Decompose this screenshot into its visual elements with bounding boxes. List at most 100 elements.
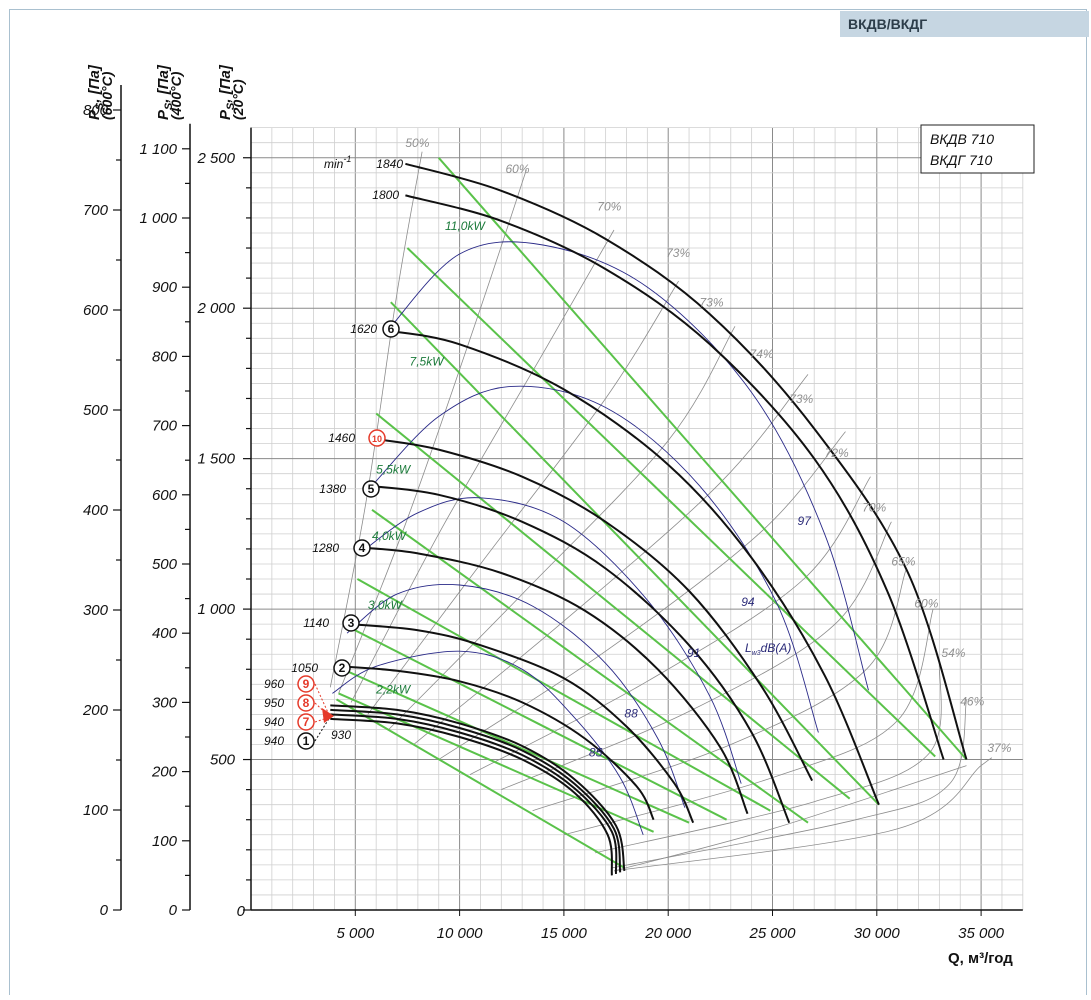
fan-curve-1380: [367, 484, 791, 824]
curve-marker-number: 7: [303, 715, 310, 729]
y-axis-temp: (20°C): [230, 79, 246, 120]
rpm-label-940: 940: [264, 734, 284, 748]
rpm-label-950: 950: [264, 696, 284, 710]
curve-marker: [297, 675, 315, 693]
curve-marker: [362, 480, 380, 498]
efficiency-label: 50%: [405, 136, 429, 150]
efficiency-line: [501, 521, 892, 790]
power-line: [406, 247, 936, 758]
noise-label: 94: [741, 595, 755, 609]
y-tick-label: 400: [152, 625, 178, 642]
x-tick-label: 5 000: [337, 925, 375, 942]
efficiency-line: [350, 229, 615, 703]
fan-curve-950: [330, 708, 622, 873]
efficiency-label: 46%: [960, 694, 984, 708]
fan-curve-1800: [405, 194, 945, 760]
efficiency-label: 74%: [750, 347, 774, 361]
noise-lines: [332, 241, 869, 835]
y-tick-label: 2 000: [196, 300, 235, 317]
efficiency-label: 60%: [914, 597, 938, 611]
rpm-label-1840: 1840: [376, 157, 403, 171]
axes: 5 000 10 000 15 000 20 000 25 000 30 000 35 00…: [82, 64, 1023, 942]
efficiency-line: [367, 280, 679, 715]
grid: [250, 127, 1024, 911]
noise-label: 85: [589, 746, 603, 760]
power-line: [338, 692, 655, 833]
efficiency-line: [438, 431, 846, 760]
efficiency-label: 73%: [789, 392, 813, 406]
curve-marker: [382, 320, 400, 338]
y-tick-label: 500: [83, 402, 109, 419]
efficiency-line: [338, 169, 527, 694]
efficiency-label: 70%: [597, 199, 621, 213]
x-tick-label: 20 000: [644, 925, 692, 942]
rpm-label-930: 930: [331, 728, 351, 742]
series-tab: ВКДВ/ВКДГ: [840, 11, 1089, 37]
efficiency-boundary: [613, 765, 967, 872]
efficiency-label: 73%: [699, 296, 723, 310]
fan-curve-1840: [405, 162, 968, 760]
marker-pointer: [322, 708, 334, 723]
curve-marker-number: 5: [368, 482, 375, 496]
y-tick-label: 500: [152, 556, 178, 573]
power-label: 3,0kW: [368, 598, 404, 612]
fan-curve-1620: [388, 329, 880, 806]
efficiency-label: 73%: [666, 246, 690, 260]
y-tick-label: 1 000: [139, 210, 177, 227]
y-tick-label: 200: [82, 702, 109, 719]
legend-box: [920, 124, 1035, 174]
curve-marker: [368, 429, 386, 447]
efficiency-label: 70%: [862, 500, 886, 514]
y-tick-label: 700: [152, 418, 178, 435]
efficiency-line: [611, 699, 967, 869]
y-tick-label: 300: [83, 602, 109, 619]
power-label: 4,0kW: [372, 529, 408, 543]
rpm-label-1800: 1800: [372, 188, 399, 202]
efficiency-lines: [329, 151, 992, 872]
y-tick-label: 0: [100, 902, 109, 919]
rpm-label-1620: 1620: [350, 322, 377, 336]
y-tick-label: 900: [152, 279, 178, 296]
rpm-label-960: 960: [264, 677, 284, 691]
noise-line: [346, 583, 686, 808]
fan-curve-1460: [376, 438, 813, 782]
y-tick-label: 500: [210, 752, 236, 769]
noise-label: 88: [624, 706, 638, 720]
rpm-label-1460: 1460: [328, 431, 355, 445]
efficiency-label: 60%: [505, 162, 529, 176]
x-tick-label: 15 000: [541, 925, 588, 942]
fan-curve-930: [330, 717, 613, 876]
curve-marker: [297, 694, 315, 712]
y-tick-label: 600: [152, 487, 178, 504]
y-axis-title: PS, [Па]: [155, 64, 175, 120]
curve-marker: [333, 659, 351, 677]
y-tick-label: 100: [152, 833, 178, 850]
x-tick-label: 10 000: [437, 925, 484, 942]
y-axis-title: PS, [Па]: [217, 64, 237, 120]
noise-line: [388, 241, 869, 691]
y-tick-label: 1 000: [197, 601, 235, 618]
power-line: [348, 626, 728, 821]
curve-marker-number: 3: [348, 616, 355, 630]
y-tick-label: 600: [83, 302, 109, 319]
noise-label: 91: [687, 646, 700, 660]
labels: 50% 60% 70% 73% 73% 74% 73% 72% 70% 65% 60% 54% 46% 3…: [264, 136, 1012, 759]
power-line: [390, 301, 880, 806]
curve-marker-number: 9: [303, 677, 310, 691]
y-tick-label: 700: [83, 202, 109, 219]
efficiency-label: 72%: [825, 446, 849, 460]
fan-curve-1140: [348, 623, 695, 824]
rpm-label-1140: 1140: [303, 616, 329, 630]
efficiency-line: [613, 757, 992, 872]
power-line: [371, 508, 809, 824]
legend-entry-2: ВКДГ 710: [930, 152, 993, 168]
curve-marker-number: 10: [372, 434, 382, 444]
y-tick-label: 300: [152, 694, 178, 711]
curve-marker: [297, 713, 315, 731]
power-line: [335, 698, 625, 869]
curve-marker: [353, 539, 371, 557]
rpm-label-940: 940: [264, 715, 284, 729]
x-axis-title: Q, м³/год: [948, 950, 1013, 967]
y-axis-temp: (600°C): [99, 71, 115, 120]
